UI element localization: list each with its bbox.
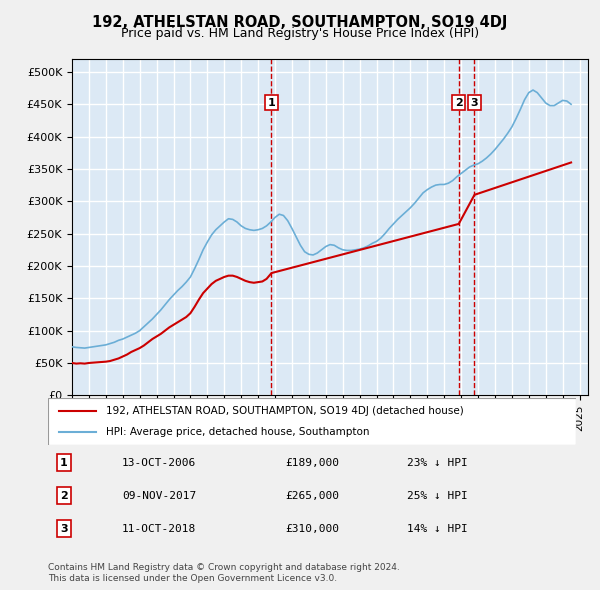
Text: 25% ↓ HPI: 25% ↓ HPI [407,491,468,500]
Text: 2: 2 [455,98,463,108]
Text: 13-OCT-2006: 13-OCT-2006 [122,458,196,467]
Text: £265,000: £265,000 [286,491,340,500]
Text: 192, ATHELSTAN ROAD, SOUTHAMPTON, SO19 4DJ (detached house): 192, ATHELSTAN ROAD, SOUTHAMPTON, SO19 4… [106,407,464,417]
Text: 1: 1 [60,458,68,467]
FancyBboxPatch shape [48,398,576,445]
Text: 3: 3 [60,524,68,533]
Text: 2: 2 [60,491,68,500]
Text: £189,000: £189,000 [286,458,340,467]
Text: 192, ATHELSTAN ROAD, SOUTHAMPTON, SO19 4DJ: 192, ATHELSTAN ROAD, SOUTHAMPTON, SO19 4… [92,15,508,30]
Text: 3: 3 [470,98,478,108]
Text: Price paid vs. HM Land Registry's House Price Index (HPI): Price paid vs. HM Land Registry's House … [121,27,479,40]
Text: 1: 1 [268,98,275,108]
Text: 14% ↓ HPI: 14% ↓ HPI [407,524,468,533]
Text: 11-OCT-2018: 11-OCT-2018 [122,524,196,533]
Text: 23% ↓ HPI: 23% ↓ HPI [407,458,468,467]
Text: 09-NOV-2017: 09-NOV-2017 [122,491,196,500]
Text: HPI: Average price, detached house, Southampton: HPI: Average price, detached house, Sout… [106,427,370,437]
Text: Contains HM Land Registry data © Crown copyright and database right 2024.
This d: Contains HM Land Registry data © Crown c… [48,563,400,583]
Text: £310,000: £310,000 [286,524,340,533]
